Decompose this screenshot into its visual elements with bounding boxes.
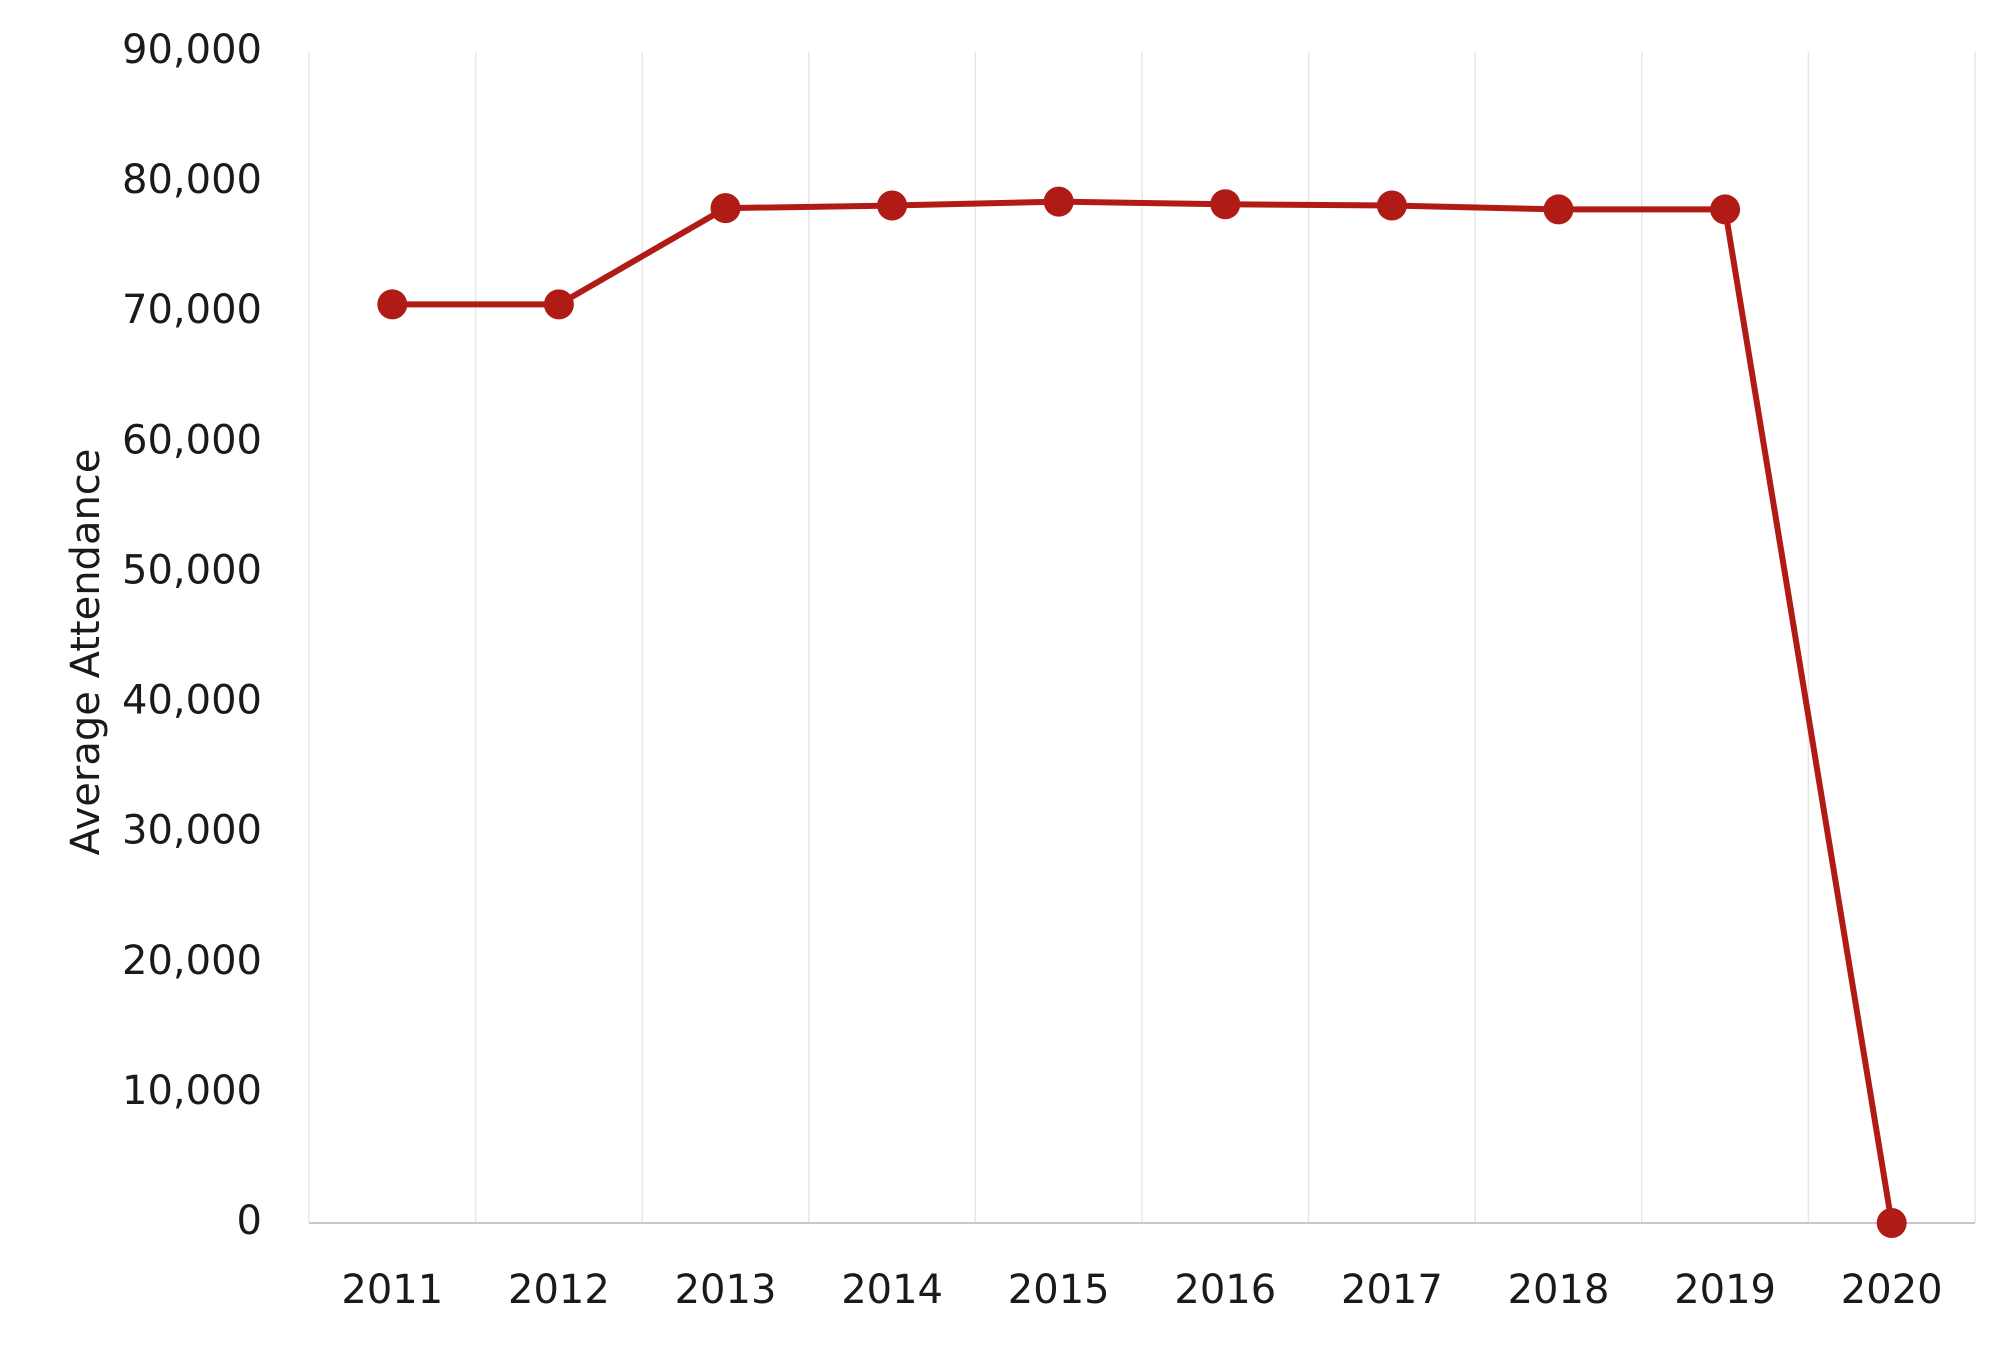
data-point — [543, 289, 574, 320]
y-tick-label: 90,000 — [122, 27, 262, 73]
x-tick-label: 2017 — [1341, 1267, 1443, 1313]
data-point — [1543, 194, 1574, 225]
data-point — [1376, 190, 1407, 221]
y-tick-label: 0 — [237, 1198, 262, 1244]
y-tick-label: 80,000 — [122, 157, 262, 203]
data-point — [377, 289, 408, 320]
y-tick-label: 20,000 — [122, 938, 262, 984]
x-tick-label: 2020 — [1841, 1267, 1943, 1313]
y-tick-label: 60,000 — [122, 417, 262, 463]
data-point — [1210, 189, 1241, 220]
y-tick-label: 50,000 — [122, 547, 262, 593]
data-point — [877, 190, 908, 221]
y-tick-label: 40,000 — [122, 678, 262, 724]
data-point — [1710, 194, 1741, 225]
data-point — [710, 193, 741, 224]
x-tick-label: 2018 — [1508, 1267, 1610, 1313]
y-tick-label: 30,000 — [122, 808, 262, 854]
y-axis-title: Average Attendance — [63, 449, 109, 856]
x-tick-label: 2015 — [1008, 1267, 1110, 1313]
x-tick-label: 2014 — [841, 1267, 943, 1313]
y-tick-label: 70,000 — [122, 287, 262, 333]
x-tick-label: 2019 — [1674, 1267, 1776, 1313]
data-point — [1876, 1208, 1907, 1238]
line-series — [392, 198, 1895, 1224]
x-tick-label: 2011 — [341, 1267, 443, 1313]
y-tick-label: 10,000 — [122, 1068, 262, 1114]
data-point — [1043, 186, 1074, 217]
x-tick-label: 2016 — [1174, 1267, 1276, 1313]
x-tick-label: 2013 — [675, 1267, 777, 1313]
x-tick-label: 2012 — [508, 1267, 610, 1313]
